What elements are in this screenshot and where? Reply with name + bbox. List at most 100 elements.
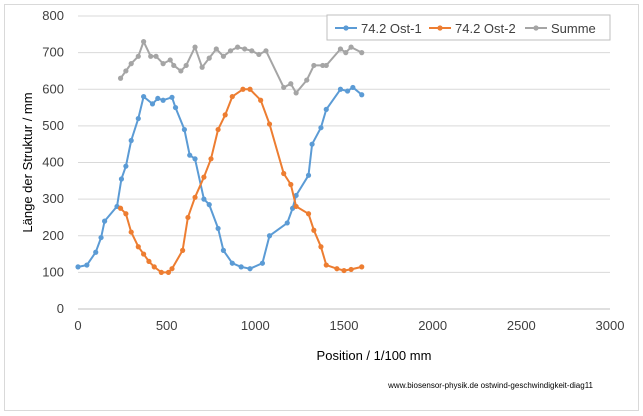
data-point — [227, 48, 234, 54]
chart-frame: 0 100 200 300 400 500 600 700 800 0 500 1000 1500 200… — [4, 4, 639, 411]
data-point — [305, 172, 312, 178]
legend-marker — [533, 25, 539, 31]
data-point — [128, 229, 134, 235]
y-axis-title: Länge der Struktur / mm — [20, 92, 35, 232]
x-tick-label: 3000 — [596, 318, 625, 333]
data-point — [263, 48, 269, 54]
data-point — [135, 53, 141, 59]
series-line — [119, 40, 363, 94]
data-point — [206, 55, 212, 61]
legend-label: Summe — [551, 21, 596, 36]
data-point — [247, 266, 253, 272]
data-point — [311, 227, 317, 233]
data-point — [249, 48, 255, 54]
y-tick-label: 500 — [42, 118, 64, 133]
data-point — [323, 62, 329, 69]
data-point — [222, 112, 228, 118]
data-point — [259, 260, 266, 266]
data-point — [160, 61, 166, 67]
data-point — [266, 233, 273, 239]
data-point — [341, 267, 347, 274]
y-tick-label: 400 — [42, 155, 64, 170]
data-point — [117, 205, 124, 211]
data-point — [208, 156, 214, 162]
data-point — [348, 266, 354, 273]
data-point — [187, 152, 193, 158]
data-point — [229, 260, 235, 266]
data-point — [98, 234, 104, 241]
data-point — [128, 61, 134, 67]
data-point — [155, 95, 161, 102]
data-point — [201, 196, 207, 202]
data-point — [148, 53, 154, 59]
data-point — [172, 104, 179, 111]
y-tick-label: 0 — [57, 301, 64, 316]
data-point — [169, 266, 175, 272]
legend-label: 74.2 Ost-1 — [361, 21, 422, 36]
data-point — [180, 247, 186, 253]
data-point — [160, 97, 166, 103]
y-tick-label: 100 — [42, 264, 64, 279]
legend-marker — [343, 25, 349, 31]
data-point — [181, 126, 187, 133]
data-point — [141, 39, 147, 45]
data-point — [149, 101, 156, 107]
legend-label: 74.2 Ost-2 — [455, 21, 516, 36]
data-point — [215, 225, 221, 232]
legend-marker — [437, 25, 443, 31]
data-point — [169, 94, 175, 100]
data-point — [178, 68, 184, 74]
data-point — [238, 264, 244, 270]
data-point — [102, 218, 108, 224]
data-point — [344, 88, 351, 94]
x-tick-label: 1500 — [330, 318, 359, 333]
data-point — [165, 269, 172, 275]
data-point — [309, 141, 315, 147]
data-point — [293, 192, 299, 199]
data-point — [242, 46, 248, 52]
data-point — [128, 137, 134, 144]
data-point — [141, 93, 147, 100]
data-point — [192, 156, 198, 162]
data-point — [141, 251, 147, 257]
series-line — [119, 88, 362, 274]
x-tick-label: 0 — [74, 318, 81, 333]
legend-box — [326, 14, 611, 41]
data-point — [293, 203, 299, 210]
data-point — [84, 262, 90, 268]
data-point — [146, 258, 152, 264]
data-point — [220, 247, 227, 253]
y-tick-label: 200 — [42, 228, 64, 243]
data-point — [123, 211, 129, 217]
data-point — [220, 53, 227, 59]
data-point — [240, 86, 246, 92]
data-point — [311, 62, 317, 69]
data-point — [235, 44, 241, 50]
data-point — [350, 84, 356, 91]
data-point — [305, 211, 312, 217]
y-tick-label: 800 — [42, 8, 64, 23]
data-point — [183, 62, 189, 69]
x-tick-label: 2500 — [507, 318, 536, 333]
data-point — [171, 62, 177, 69]
data-point — [123, 163, 129, 169]
y-tick-label: 600 — [42, 81, 64, 96]
data-point — [185, 214, 191, 221]
data-point — [266, 121, 273, 127]
data-point — [348, 44, 354, 50]
data-point — [201, 174, 207, 180]
data-point — [192, 194, 198, 200]
data-point — [337, 46, 344, 52]
data-point — [343, 50, 349, 56]
x-tick-label: 500 — [156, 318, 178, 333]
data-point — [323, 106, 329, 112]
data-point — [318, 244, 324, 250]
data-point — [135, 115, 141, 122]
data-point — [153, 53, 159, 59]
data-point — [318, 125, 324, 131]
data-point — [215, 126, 221, 133]
x-tick-label: 2000 — [418, 318, 447, 333]
data-point — [206, 202, 212, 208]
y-tick-label: 700 — [42, 45, 64, 60]
data-point — [151, 264, 157, 270]
